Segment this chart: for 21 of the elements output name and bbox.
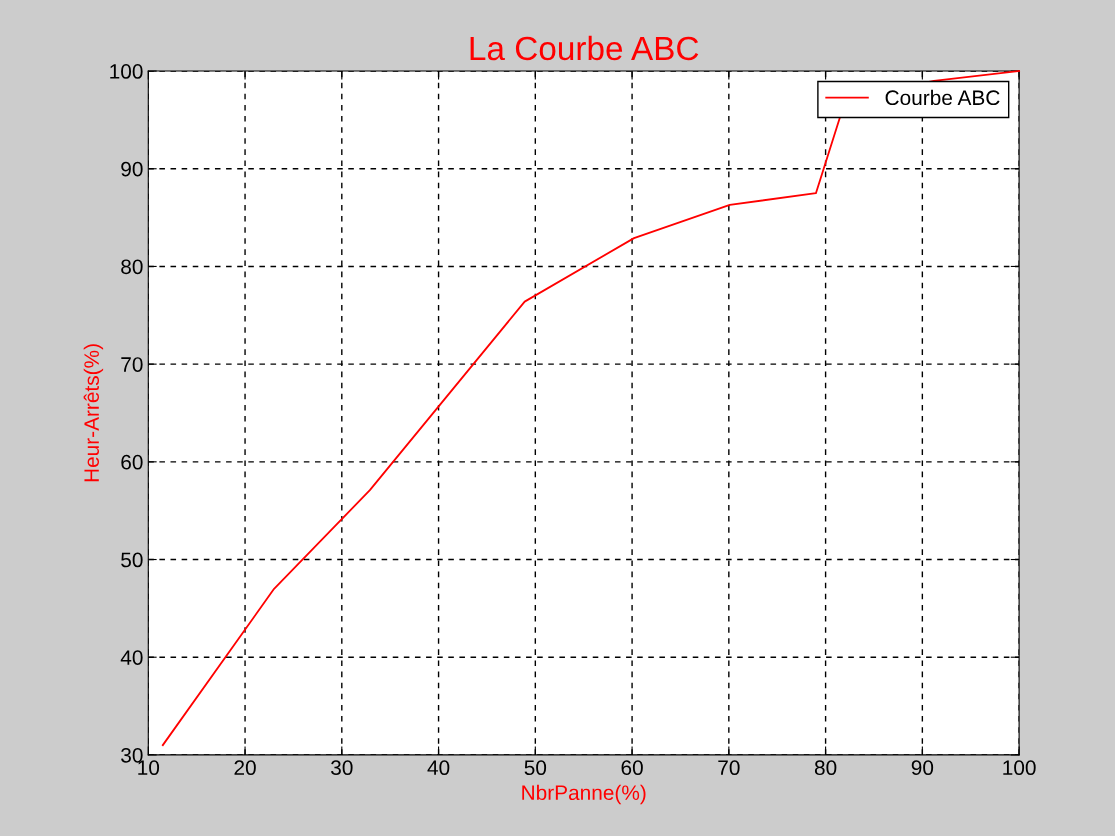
- chart-title: La Courbe ABC: [470, 35, 699, 61]
- x-tick-label: 100: [1003, 760, 1036, 776]
- line-series: [161, 70, 1021, 747]
- y-axis-title: Heur-Arrêts(%): [83, 344, 104, 482]
- legend-label: Courbe ABC: [885, 89, 1000, 106]
- x-tick-label: 40: [427, 760, 450, 776]
- x-tick-label: 70: [718, 760, 740, 776]
- x-tick-label: 90: [911, 760, 934, 776]
- x-tick-label: 80: [814, 760, 837, 776]
- x-tick-label: 60: [621, 760, 643, 776]
- x-tick-label: 20: [234, 760, 256, 776]
- y-tick-label: 100: [110, 64, 143, 79]
- y-tick-label: 90: [121, 161, 143, 177]
- x-tick-label: 50: [524, 760, 547, 776]
- x-tick-label: 30: [331, 760, 353, 776]
- y-tick-label: 70: [121, 357, 143, 372]
- y-tick-label: 40: [120, 650, 143, 665]
- x-axis-title: NbrPanne(%): [522, 784, 646, 805]
- y-tick-label: 60: [121, 454, 143, 470]
- y-tick-label: 80: [121, 259, 143, 275]
- y-tick-label: 50: [121, 552, 143, 568]
